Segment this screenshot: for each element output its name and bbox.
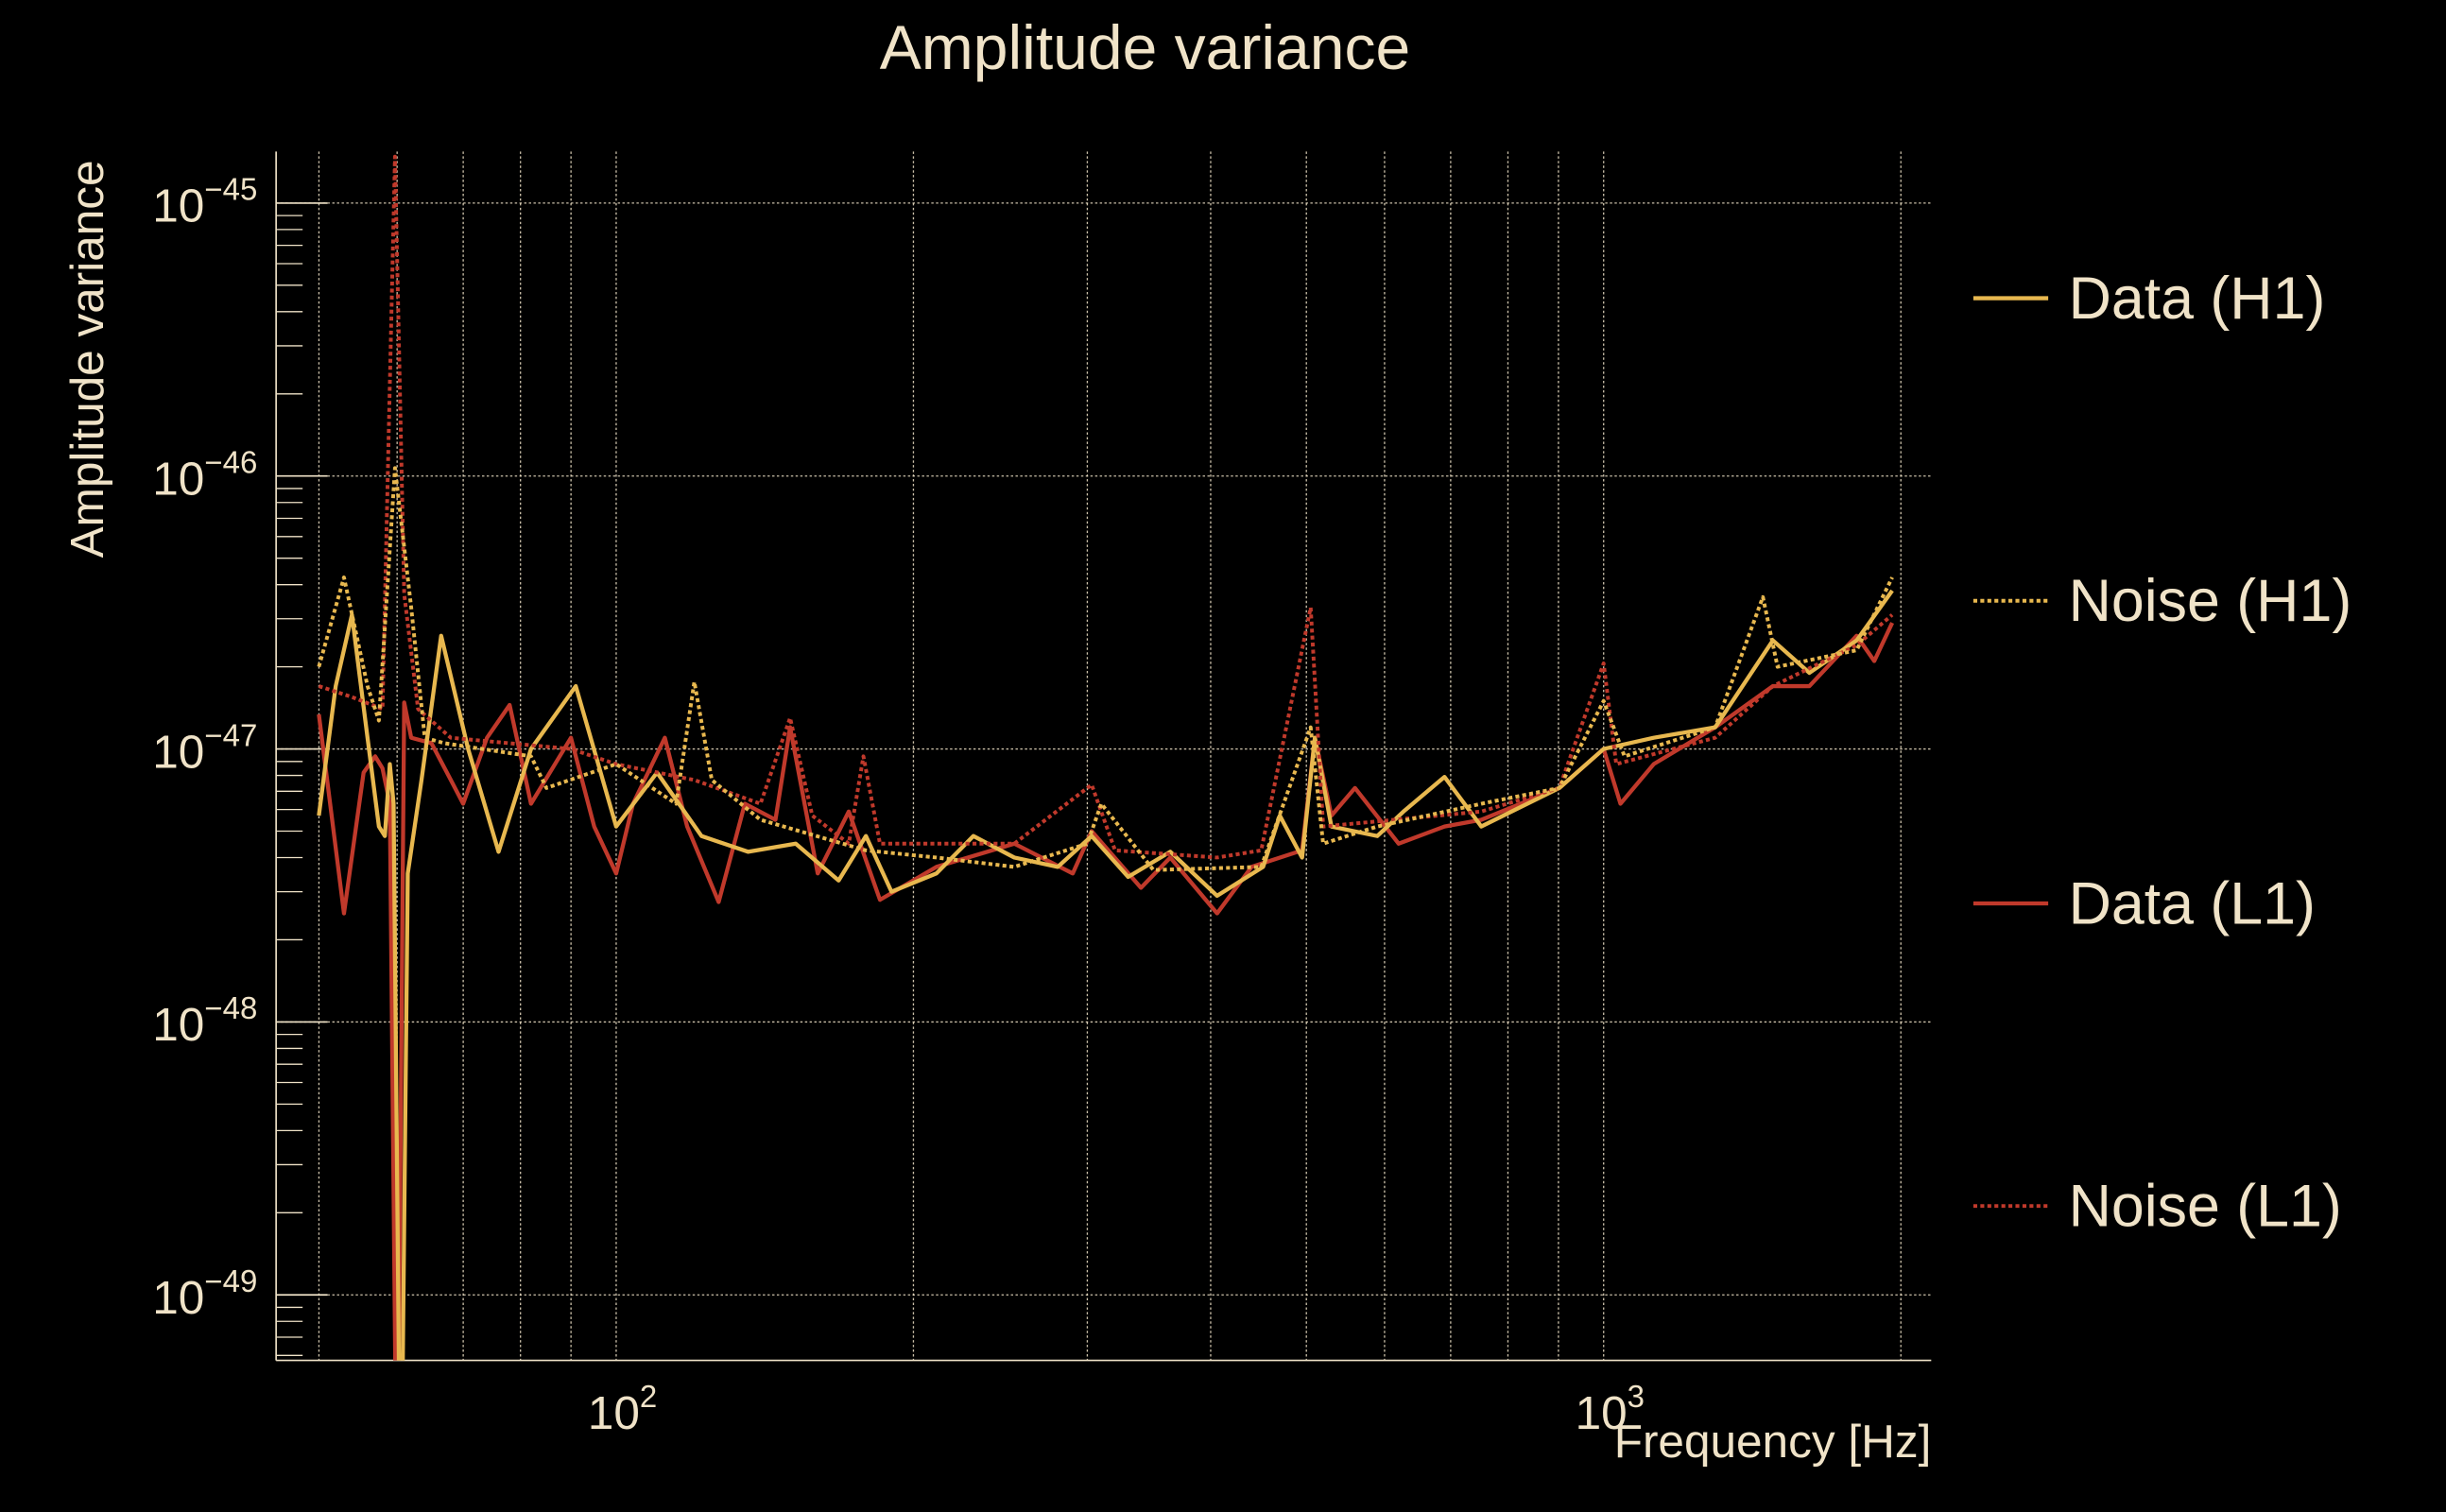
x-tick-base: 10 [588, 1387, 640, 1439]
y-tick-base: 10 [152, 726, 204, 778]
series-line-data-h1 [317, 589, 1894, 1361]
x-tick-label: 102 [588, 1379, 657, 1439]
legend-label: Data (H1) [2069, 266, 2326, 332]
legend: Data (H1) Noise (H1) Data (L1) Noise (L1) [1972, 266, 2352, 1240]
y-axis-label: Amplitude variance [61, 160, 113, 558]
y-tick-exponent: −46 [204, 444, 257, 479]
axes [275, 151, 1932, 1362]
grid [276, 151, 1932, 1361]
y-tick-base: 10 [152, 180, 204, 232]
series-line-data-l1 [317, 622, 1895, 1361]
x-tick-exponent: 3 [1628, 1379, 1645, 1414]
legend-label: Data (L1) [2069, 870, 2316, 936]
y-tick-label: 10−46 [152, 444, 257, 505]
y-tick-base: 10 [152, 1272, 204, 1324]
x-tick-exponent: 2 [640, 1379, 657, 1414]
legend-label: Noise (L1) [2069, 1174, 2342, 1240]
y-tick-exponent: −45 [204, 172, 257, 207]
x-tick-base: 10 [1576, 1387, 1628, 1439]
x-axis-label: Frequency [Hz] [1614, 1416, 1932, 1468]
y-tick-exponent: −47 [204, 717, 257, 752]
y-tick-label: 10−48 [152, 990, 257, 1051]
y-tick-exponent: −49 [204, 1263, 257, 1298]
series-line-noise-l1 [318, 154, 1894, 860]
series-group [317, 154, 1895, 1361]
chart-title: Amplitude variance [880, 12, 1410, 82]
series-line-noise-h1 [317, 466, 1894, 872]
legend-label: Noise (H1) [2069, 568, 2352, 634]
y-tick-label: 10−47 [152, 717, 257, 778]
y-tick-label: 10−49 [152, 1263, 257, 1324]
y-tick-exponent: −48 [204, 990, 257, 1025]
y-tick-base: 10 [152, 454, 204, 506]
y-tick-base: 10 [152, 999, 204, 1051]
x-tick-label: 103 [1576, 1379, 1645, 1439]
y-tick-label: 10−45 [152, 172, 257, 232]
